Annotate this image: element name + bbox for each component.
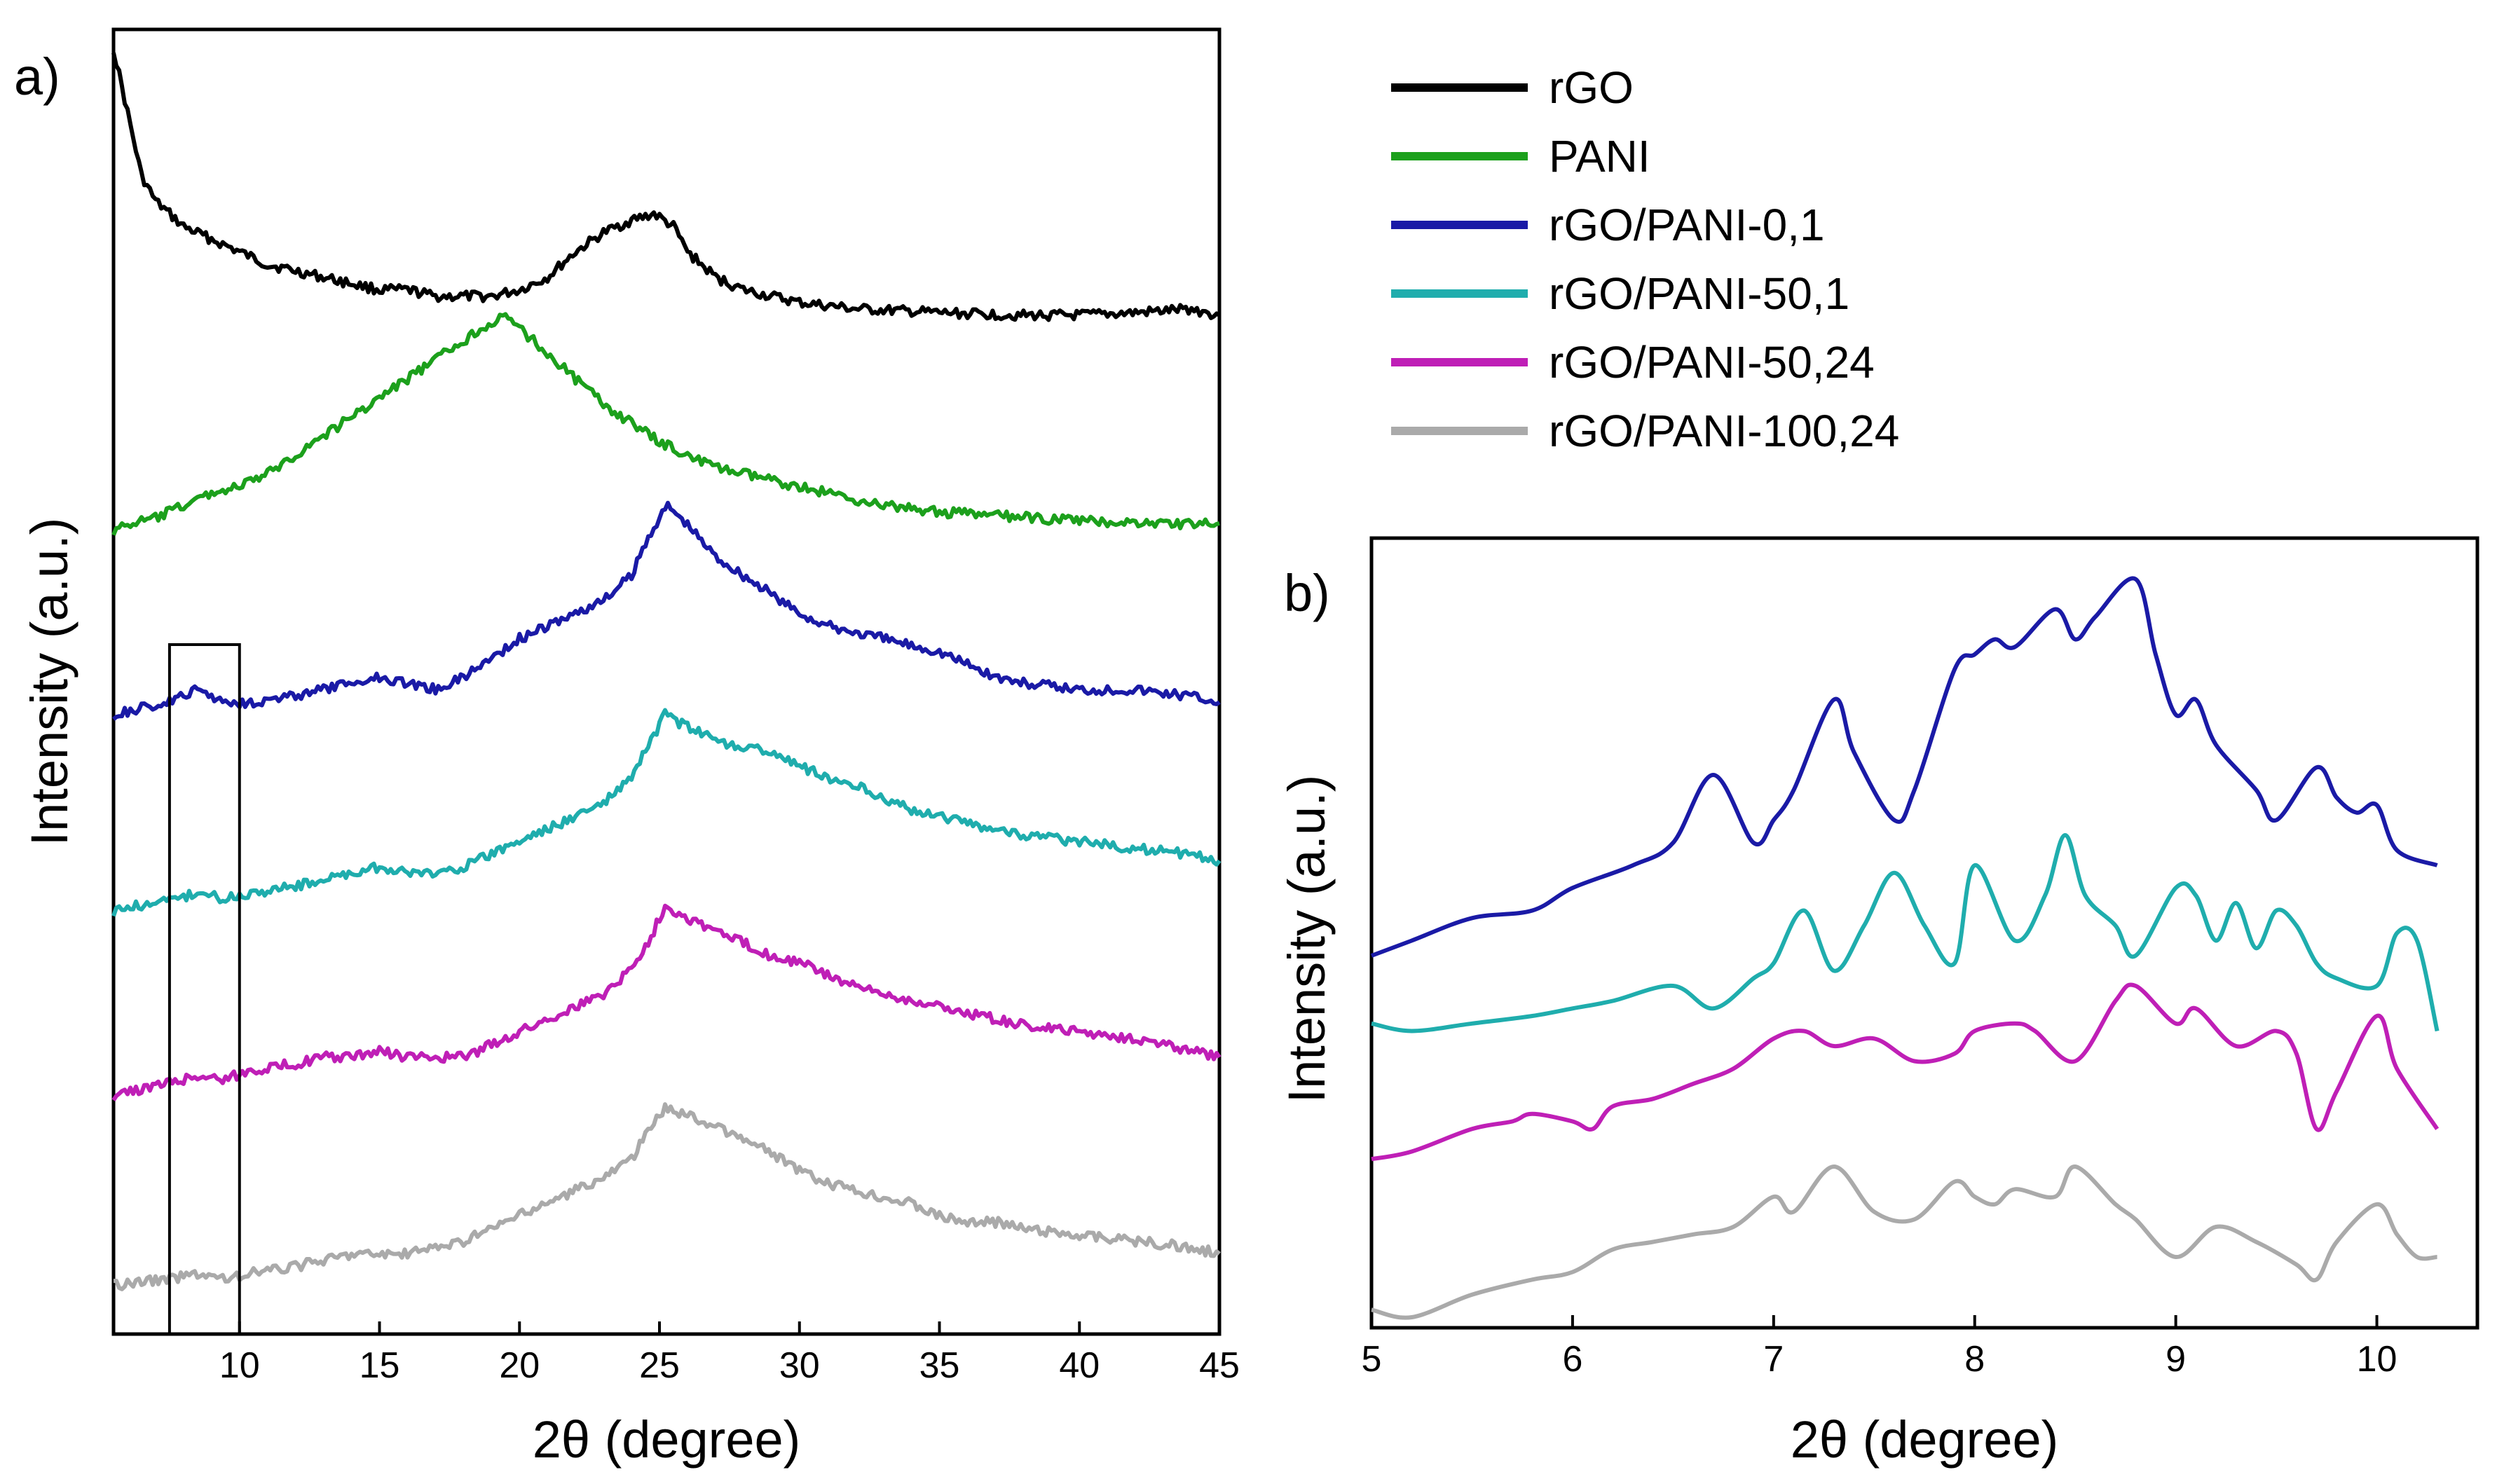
panel-a: a) 10 15 20 25 30 35 40 45 2θ (degree) Intensit… [14, 27, 1240, 1469]
legend-label: rGO/PANI-50,1 [1549, 268, 1849, 319]
series-line-rgo-pani-0-1 [112, 500, 1221, 721]
panel-b-y-axis-label: Intensity (a.u.) [1278, 775, 1336, 1104]
series-line-rgo-pani-100-24 [1371, 1164, 2437, 1320]
series-line-pani [111, 312, 1220, 536]
series-line-rgo-pani-100-24 [113, 1102, 1221, 1291]
series-line-rgo-pani-0-1 [1370, 576, 2438, 958]
series-line-rgo-pani-50-24 [1371, 982, 2440, 1162]
panel-a-frame [111, 27, 1222, 1336]
x-tick-label: 20 [499, 1345, 540, 1386]
x-tick-label: 25 [639, 1345, 680, 1386]
series-line-rgo-pani-50-1 [111, 708, 1222, 917]
x-tick-label: 30 [779, 1345, 820, 1386]
legend-label: rGO/PANI-50,24 [1549, 337, 1875, 387]
x-tick-label: 6 [1562, 1339, 1582, 1380]
x-tick-label: 15 [360, 1345, 400, 1386]
panel-b-label: b) [1284, 564, 1330, 622]
legend-label: rGO [1549, 62, 1634, 113]
panel-a-label: a) [14, 48, 60, 106]
x-tick-label: 35 [919, 1345, 960, 1386]
panel-b-frame [1369, 536, 2479, 1330]
series-line-rgo-pani-50-1 [1371, 833, 2440, 1033]
legend-label: rGO/PANI-100,24 [1549, 406, 1899, 456]
x-tick-label: 10 [2357, 1339, 2397, 1380]
panel-a-x-axis-label: 2θ (degree) [533, 1410, 801, 1469]
legend-label: rGO/PANI-0,1 [1549, 200, 1825, 250]
panel-a-y-axis-label: Intensity (a.u.) [20, 518, 78, 846]
panel-a-x-ticks: 10 15 20 25 30 35 40 45 [219, 1321, 1240, 1386]
x-tick-label: 8 [1964, 1339, 1985, 1380]
panel-a-series [111, 52, 1222, 1291]
x-tick-label: 45 [1199, 1345, 1240, 1386]
legend: rGO PANI rGO/PANI-0,1 rGO/PANI-50,1 rGO/PANI… [1391, 62, 1899, 456]
x-tick-label: 7 [1763, 1339, 1784, 1380]
x-tick-label: 40 [1059, 1345, 1100, 1386]
x-tick-label: 9 [2166, 1339, 2186, 1380]
legend-label: PANI [1549, 131, 1650, 181]
panel-b-x-ticks: 5 6 7 8 9 10 [1362, 1315, 2397, 1380]
x-tick-label: 10 [219, 1345, 260, 1386]
panel-b-series [1370, 576, 2440, 1320]
panel-b: b) 5 6 7 8 9 10 2θ (degree) Intensity (a.u.) [1278, 536, 2479, 1469]
series-line-rgo-pani-50-24 [111, 903, 1222, 1101]
series-line-rgo [111, 52, 1221, 322]
panel-a-annotation-box [167, 643, 241, 1335]
panel-b-x-axis-label: 2θ (degree) [1791, 1410, 2059, 1469]
x-tick-label: 5 [1362, 1339, 1382, 1380]
